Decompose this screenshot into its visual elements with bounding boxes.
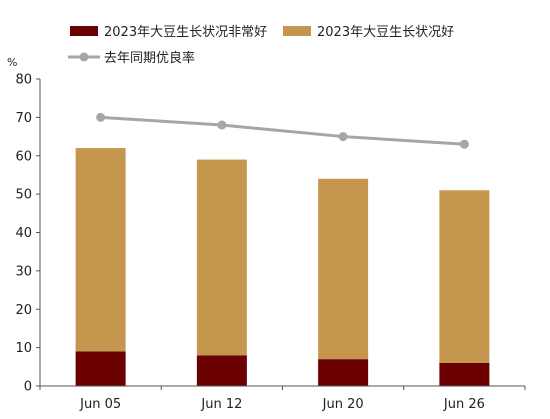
line-point bbox=[96, 112, 106, 122]
y-axis-unit: % bbox=[7, 56, 17, 69]
bar-good bbox=[439, 190, 490, 363]
line-series bbox=[96, 112, 469, 149]
legend-label: 2023年大豆生长状况好 bbox=[317, 25, 454, 40]
y-tick-label: 50 bbox=[15, 188, 32, 203]
y-axis: 0 10 20 30 40 50 60 70 80 bbox=[15, 73, 41, 395]
bar-very-good bbox=[318, 359, 369, 386]
legend-swatch bbox=[68, 52, 100, 62]
bar-good bbox=[318, 178, 369, 360]
y-tick-label: 40 bbox=[15, 226, 32, 241]
legend-swatch bbox=[70, 26, 98, 36]
legend-label: 2023年大豆生长状况非常好 bbox=[104, 25, 267, 40]
line-point bbox=[338, 132, 348, 142]
bar-good bbox=[75, 148, 126, 352]
bar-very-good bbox=[75, 351, 126, 386]
line-point bbox=[459, 139, 469, 149]
y-tick-label: 80 bbox=[15, 73, 32, 88]
x-tick-label: Jun 12 bbox=[200, 397, 242, 412]
legend-swatch bbox=[283, 26, 311, 36]
y-tick-label: 20 bbox=[15, 303, 32, 318]
line-path bbox=[100, 115, 465, 146]
y-tick-label: 10 bbox=[15, 341, 32, 356]
x-axis: Jun 05 Jun 12 Jun 20 Jun 26 bbox=[39, 385, 526, 412]
y-tick-label: 70 bbox=[15, 111, 32, 126]
bar-good bbox=[196, 159, 247, 356]
bar-very-good bbox=[196, 355, 247, 386]
line-point bbox=[217, 120, 227, 130]
y-tick-label: 0 bbox=[24, 380, 32, 395]
legend-label: 去年同期优良率 bbox=[104, 50, 195, 66]
x-tick-label: Jun 20 bbox=[322, 397, 364, 412]
y-tick-label: 60 bbox=[15, 149, 32, 164]
bar-very-good bbox=[439, 362, 490, 386]
y-tick-label: 30 bbox=[15, 264, 32, 279]
x-tick-label: Jun 05 bbox=[79, 397, 121, 412]
x-tick-label: Jun 26 bbox=[443, 397, 485, 412]
bars bbox=[75, 148, 490, 386]
